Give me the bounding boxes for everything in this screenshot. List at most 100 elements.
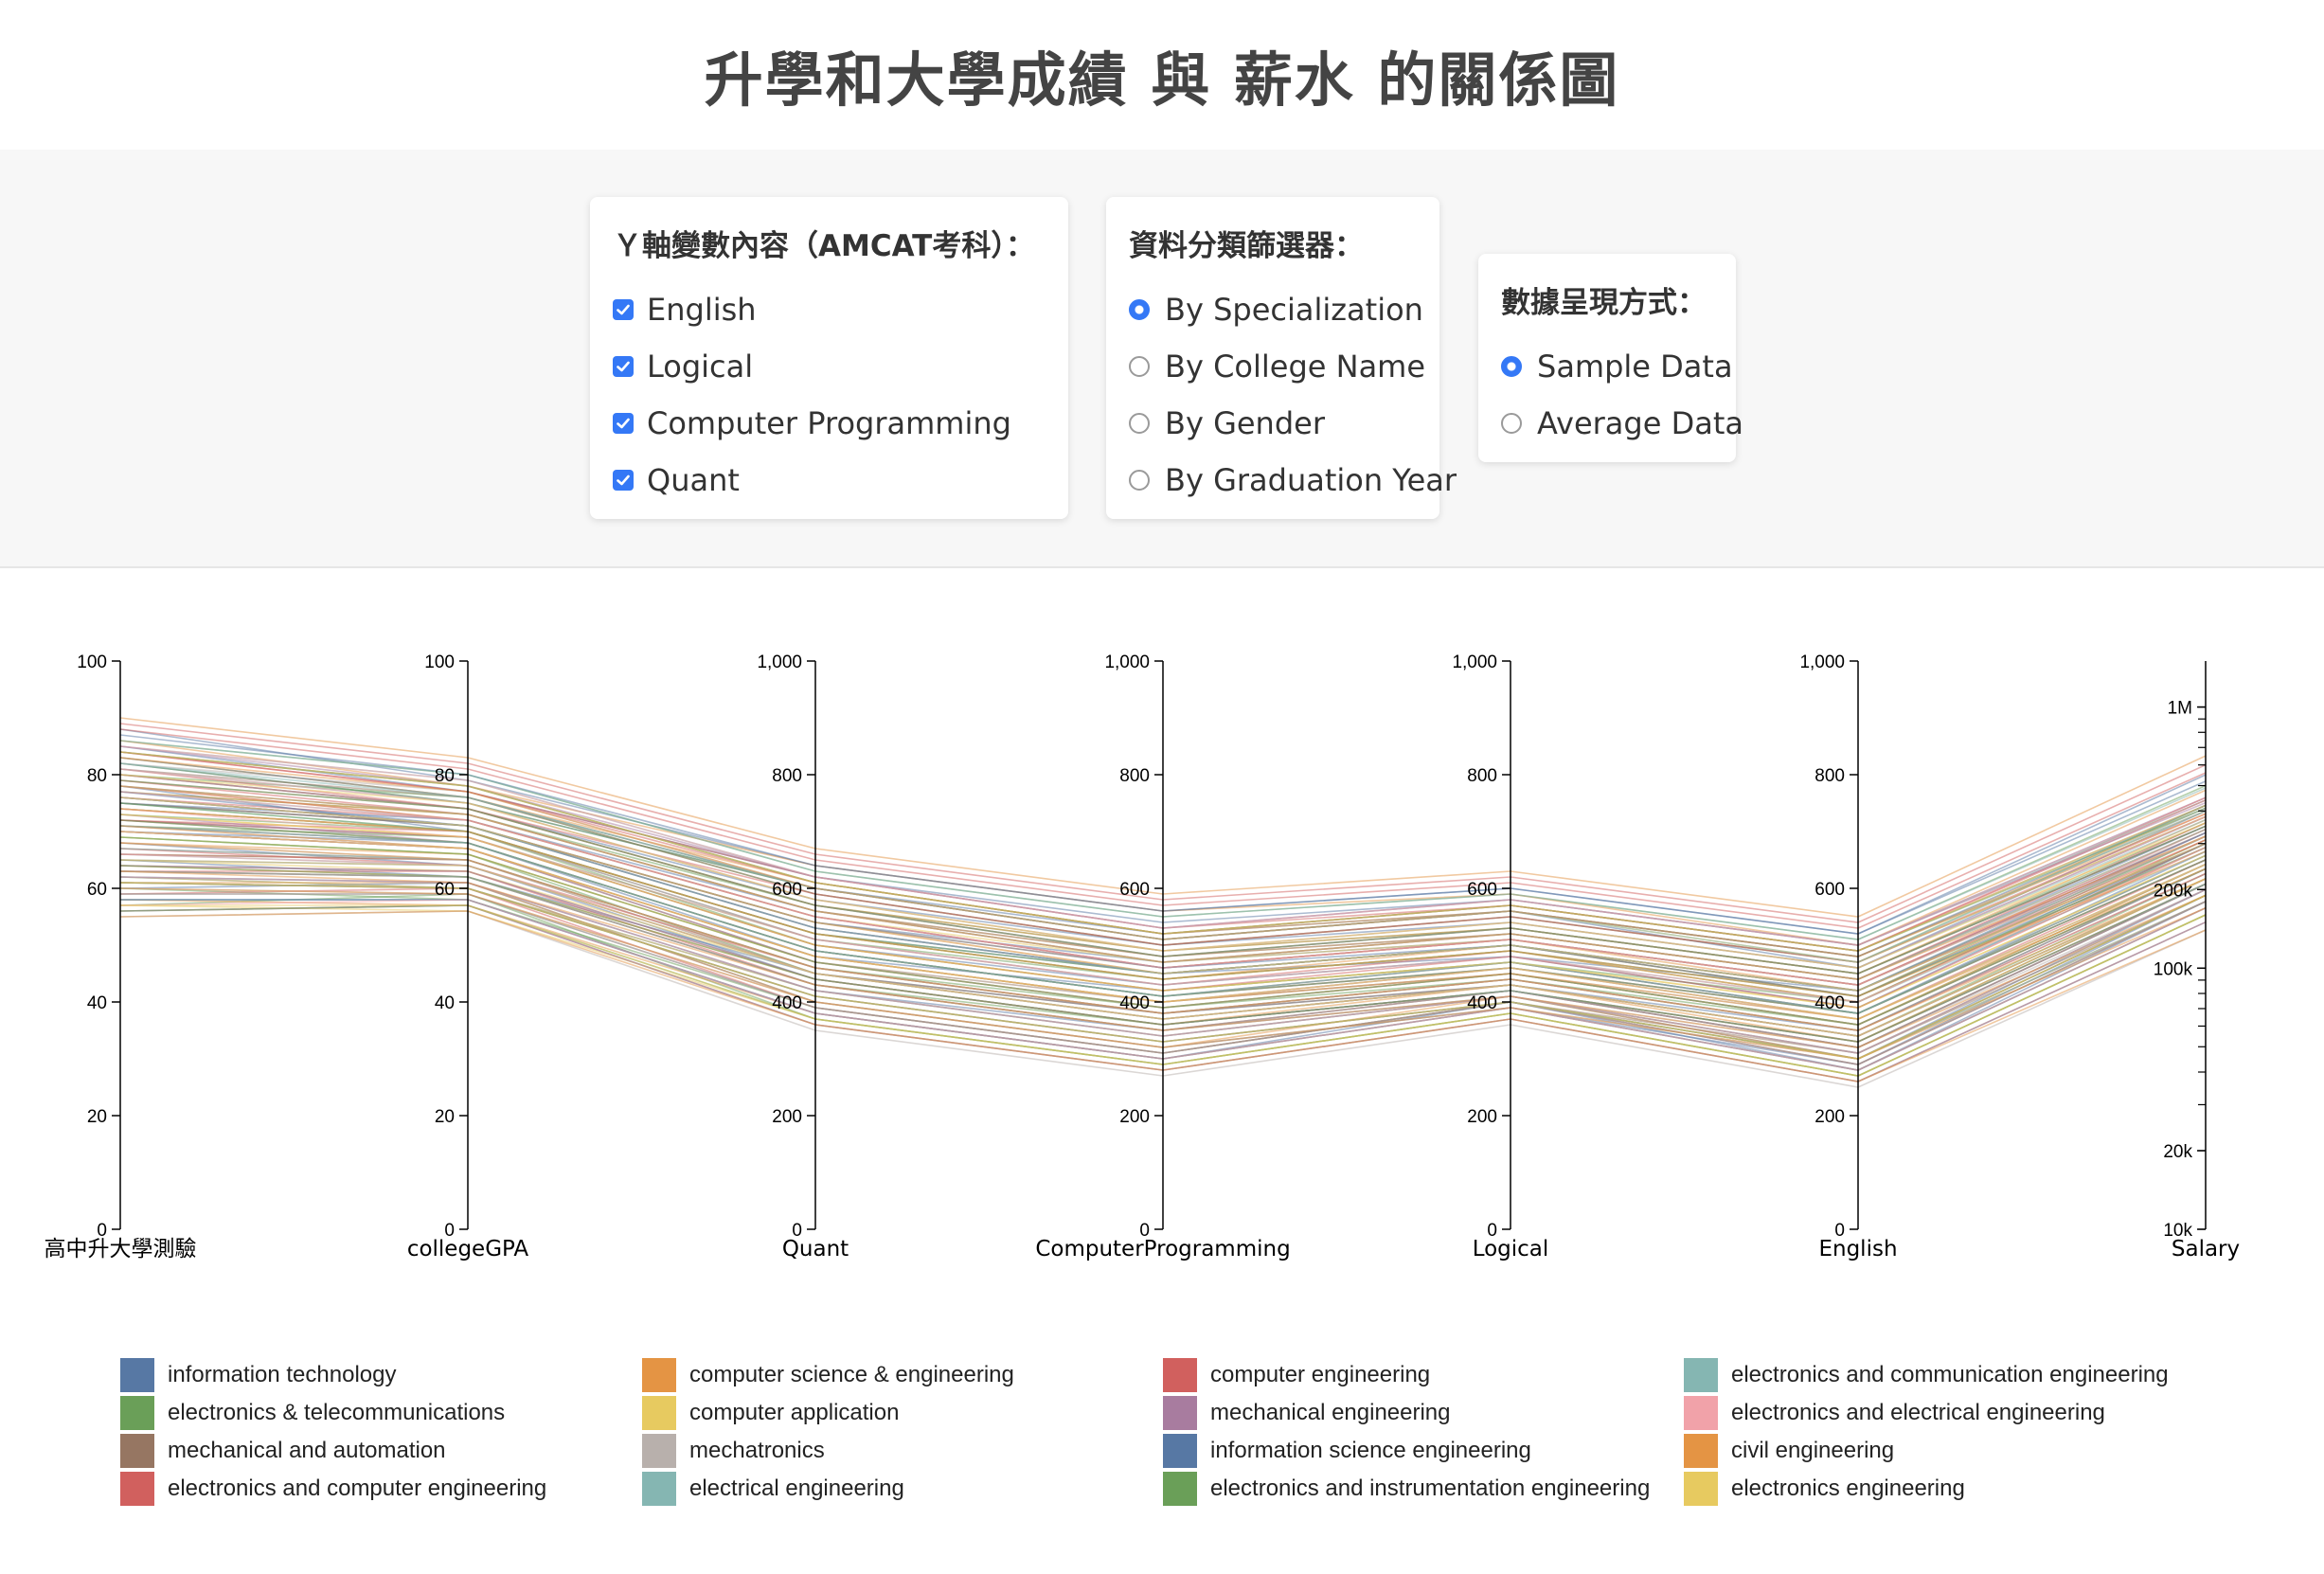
checkbox-english[interactable]: English <box>613 281 1044 338</box>
mode-card: 數據呈現方式： Sample Data Average Data <box>1478 254 1743 462</box>
tick-label: 60 <box>87 880 107 900</box>
legend-label: electronics engineering <box>1731 1476 1965 1501</box>
yaxis-variable-card: Ｙ軸變數內容（AMCAT考科）： English Logical Computer … <box>590 197 1068 519</box>
tick-label: 10k <box>2163 1221 2192 1241</box>
tick-label: 0 <box>792 1221 802 1241</box>
option-label: English <box>647 292 757 328</box>
tick-label: 600 <box>1815 880 1845 900</box>
legend-label: electrical engineering <box>689 1476 904 1501</box>
option-label: By Graduation Year <box>1165 462 1457 498</box>
checkbox-checked-icon[interactable] <box>613 413 634 434</box>
radio-selected-icon[interactable] <box>1501 356 1522 377</box>
legend-item-information-technology[interactable]: information technology <box>120 1356 396 1394</box>
tick-label: 100k <box>2154 959 2193 979</box>
legend-swatch <box>642 1396 676 1430</box>
radio-by-specialization[interactable]: By Specialization <box>1129 281 1423 338</box>
tick-label: 20 <box>87 1107 107 1127</box>
checkbox-logical[interactable]: Logical <box>613 338 1044 395</box>
tick-label: 0 <box>1487 1221 1497 1241</box>
filter-card-title: 資料分類篩選器： <box>1129 229 1364 263</box>
tick-label: 1,000 <box>757 653 802 672</box>
legend-item-mechanical-engineering[interactable]: mechanical engineering <box>1163 1394 1451 1432</box>
option-label: Quant <box>647 462 740 498</box>
axis-label: collegeGPA <box>407 1237 529 1261</box>
legend-item-information-science-engineering[interactable]: information science engineering <box>1163 1432 1531 1470</box>
checkbox-quant[interactable]: Quant <box>613 452 1044 509</box>
legend-swatch <box>1684 1472 1718 1506</box>
tick-label: 600 <box>772 880 802 900</box>
legend-label: computer application <box>689 1400 900 1425</box>
axis-collegegpa: 0 20 40 60 80 100 collegeGPA <box>407 653 529 1261</box>
parallel-coordinates-chart: 0 20 40 60 80 100 高中升大學測驗 0 20 40 60 80 100 collegeGP… <box>0 568 2324 1288</box>
axis-label: Logical <box>1473 1237 1549 1261</box>
tick-label: 60 <box>435 880 455 900</box>
radio-by-college-name[interactable]: By College Name <box>1129 338 1425 395</box>
legend-label: mechanical engineering <box>1210 1400 1451 1425</box>
legend-item-electrical-engineering[interactable]: electrical engineering <box>642 1470 904 1508</box>
tick-label: 600 <box>1467 880 1497 900</box>
tick-label: 400 <box>1467 993 1497 1013</box>
tick-label: 200 <box>1467 1107 1497 1127</box>
legend-swatch <box>1684 1358 1718 1392</box>
mode-card-title: 數據呈現方式： <box>1501 286 1707 320</box>
legend-item-electronics-and-computer-engineering[interactable]: electronics and computer engineering <box>120 1470 546 1508</box>
legend-label: electronics & telecommunications <box>168 1400 506 1425</box>
filter-card: 資料分類篩選器： By Specialization By College Nam… <box>1106 197 1457 519</box>
radio-selected-icon[interactable] <box>1129 299 1150 320</box>
legend-item-computer-application[interactable]: computer application <box>642 1394 899 1432</box>
tick-label: 400 <box>1119 993 1150 1013</box>
radio-unselected-icon[interactable] <box>1129 470 1150 491</box>
legend-label: electronics and communication engineerin… <box>1731 1362 2169 1387</box>
radio-unselected-icon[interactable] <box>1501 413 1522 434</box>
checkbox-checked-icon[interactable] <box>613 356 634 377</box>
legend-item-computer-engineering[interactable]: computer engineering <box>1163 1356 1430 1394</box>
axis-label: English <box>1818 1237 1897 1261</box>
tick-label: 600 <box>1119 880 1150 900</box>
tick-label: 100 <box>424 653 455 672</box>
legend-item-computer-science-engineering[interactable]: computer science & engineering <box>642 1356 1014 1394</box>
tick-label: 0 <box>97 1221 107 1241</box>
legend-item-civil-engineering[interactable]: civil engineering <box>1684 1432 1894 1470</box>
option-label: Sample Data <box>1537 349 1733 385</box>
radio-unselected-icon[interactable] <box>1129 413 1150 434</box>
legend-swatch <box>1163 1472 1197 1506</box>
radio-unselected-icon[interactable] <box>1129 356 1150 377</box>
radio-by-graduation-year[interactable]: By Graduation Year <box>1129 452 1457 509</box>
axis-salary: 10k 20k 100k 200k 1M Salary <box>2154 661 2240 1261</box>
legend-item-mechanical-and-automation[interactable]: mechanical and automation <box>120 1432 446 1470</box>
legend-swatch <box>1684 1434 1718 1468</box>
legend-item-mechatronics[interactable]: mechatronics <box>642 1432 825 1470</box>
legend-label: mechanical and automation <box>168 1438 446 1463</box>
axis-quant: 0 200 400 600 800 1,000 Quant <box>757 653 849 1261</box>
legend-item-electronics-engineering[interactable]: electronics engineering <box>1684 1470 1965 1508</box>
tick-label: 100 <box>77 653 107 672</box>
legend-swatch <box>1684 1396 1718 1430</box>
radio-sample-data[interactable]: Sample Data <box>1501 338 1733 395</box>
legend-item-electronics-and-communication-engineering[interactable]: electronics and communication engineerin… <box>1684 1356 2169 1394</box>
legend-label: computer science & engineering <box>689 1362 1014 1387</box>
tick-label: 80 <box>87 766 107 786</box>
checkbox-checked-icon[interactable] <box>613 470 634 491</box>
tick-label: 80 <box>435 766 455 786</box>
tick-label: 0 <box>444 1221 455 1241</box>
legend-swatch <box>1163 1358 1197 1392</box>
option-label: Computer Programming <box>647 405 1011 441</box>
tick-label: 200k <box>2154 881 2193 901</box>
tick-label: 40 <box>87 993 107 1013</box>
axis-label: 高中升大學測驗 <box>45 1237 197 1261</box>
legend-label: mechatronics <box>689 1438 825 1463</box>
yaxis-card-title: Ｙ軸變數內容（AMCAT考科）： <box>613 229 1035 263</box>
legend-item-electronics-and-instrumentation-engineering[interactable]: electronics and instrumentation engineer… <box>1163 1470 1650 1508</box>
checkbox-computer-programming[interactable]: Computer Programming <box>613 395 1044 452</box>
radio-by-gender[interactable]: By Gender <box>1129 395 1415 452</box>
option-label: Logical <box>647 349 754 385</box>
tick-label: 1,000 <box>1452 653 1497 672</box>
tick-label: 800 <box>1467 766 1497 786</box>
legend-item-electronics-telecommunications[interactable]: electronics & telecommunications <box>120 1394 505 1432</box>
axes: 020406080100高中升大學測驗020406080100collegeGP… <box>45 653 2241 1261</box>
axis-: 0 20 40 60 80 100 高中升大學測驗 <box>45 653 197 1261</box>
radio-average-data[interactable]: Average Data <box>1501 395 1743 452</box>
tick-label: 400 <box>1815 993 1845 1013</box>
checkbox-checked-icon[interactable] <box>613 299 634 320</box>
legend-item-electronics-and-electrical-engineering[interactable]: electronics and electrical engineering <box>1684 1394 2105 1432</box>
